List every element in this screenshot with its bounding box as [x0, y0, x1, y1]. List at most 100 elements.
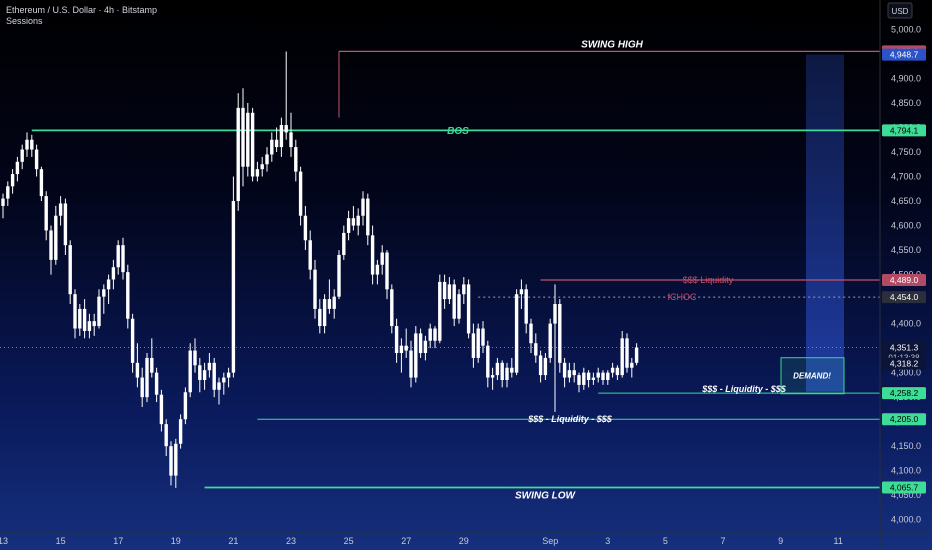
candle-body — [289, 132, 293, 148]
candle-body — [116, 245, 120, 268]
candle-body — [615, 367, 620, 376]
candle-body — [577, 375, 581, 385]
target-price-text: 4,948.7 — [890, 50, 919, 60]
sell-liquidity-price-tag: 4,205.0 — [882, 413, 926, 426]
candle-body — [164, 424, 168, 447]
demand-top-price-text: 4,318.2 — [890, 359, 919, 369]
bos-label: BOS — [447, 126, 469, 137]
candle-body — [505, 367, 509, 380]
candle-body — [529, 323, 533, 344]
candle-body — [476, 328, 480, 358]
swing-low-label: SWING LOW — [515, 491, 577, 502]
choc-price-text: 4,454.0 — [890, 292, 919, 302]
candle-body — [222, 377, 226, 383]
candle-body — [54, 215, 58, 260]
demand-label: DEMAND! — [793, 372, 831, 381]
liquidity-label: $$$ Liquidity — [683, 275, 734, 285]
candle-body — [318, 308, 322, 327]
bos-price-text: 4,794.1 — [890, 125, 919, 135]
candle-body — [351, 218, 356, 226]
candle-body — [10, 174, 15, 187]
candle-body — [274, 139, 279, 148]
candle-body — [82, 308, 87, 331]
candle-body — [553, 304, 557, 324]
candle-body — [250, 112, 255, 177]
sessions-indicator-label[interactable]: Sessions — [6, 16, 43, 26]
candle-body — [606, 372, 610, 380]
swing-high-label: SWING HIGH — [581, 39, 643, 50]
candle-body — [586, 372, 591, 380]
price-tick-label: 4,000.0 — [891, 515, 921, 525]
candle-body — [236, 107, 240, 202]
candle-body — [25, 139, 29, 150]
candles — [1, 51, 639, 488]
candle-body — [111, 267, 116, 280]
candle-body — [404, 345, 408, 351]
candle-body — [562, 362, 567, 378]
time-tick-label: 23 — [286, 536, 296, 546]
candle-body — [442, 281, 447, 300]
candle-body — [394, 326, 399, 354]
symbol-title[interactable]: Ethereum / U.S. Dollar · 4h · Bitstamp — [6, 5, 158, 15]
candle-body — [596, 372, 600, 378]
candle-body — [582, 372, 586, 385]
price-tick-label: 4,400.0 — [891, 319, 921, 329]
candle-body — [6, 186, 10, 199]
price-tick-label: 4,550.0 — [891, 245, 921, 255]
candle-body — [34, 149, 39, 170]
candle-body — [217, 382, 221, 390]
candle-body — [361, 198, 365, 216]
candle-body — [500, 362, 504, 380]
candle-body — [207, 362, 212, 371]
candle-body — [260, 164, 264, 170]
candle-body — [169, 446, 173, 476]
candle-body — [308, 240, 312, 270]
price-tick-label: 4,150.0 — [891, 441, 921, 451]
candle-body — [601, 372, 605, 380]
price-tick-label: 4,300.0 — [891, 368, 921, 378]
currency-badge[interactable]: USD — [887, 2, 913, 19]
candle-body — [212, 362, 216, 390]
candle-body — [543, 357, 548, 376]
price-tags: 4,955.24,948.74,794.14,489.04,454.04,351… — [882, 45, 926, 494]
candle-body — [294, 147, 298, 172]
candle-body — [135, 362, 140, 378]
liquidity-price-tag: 4,489.0 — [882, 273, 926, 286]
candle-body — [620, 338, 624, 376]
price-tick-label: 4,900.0 — [891, 73, 921, 83]
candle-body — [63, 203, 68, 246]
candle-body — [548, 323, 552, 358]
candle-body — [462, 284, 466, 295]
choc-label: fCHOC — [668, 292, 698, 302]
time-axis[interactable]: 13 15 17 19 21 23 25 27 29 Sep 3 5 7 9 11 — [0, 536, 843, 546]
time-tick-label: 15 — [56, 536, 66, 546]
candle-body — [92, 321, 96, 327]
time-tick-label: 9 — [778, 536, 783, 546]
candle-body — [183, 392, 188, 420]
sell-liquidity-label: $$$ - Liquidity - $$$ — [527, 414, 613, 424]
candle-body — [447, 284, 452, 300]
candle-body — [159, 394, 164, 425]
candle-body — [20, 149, 24, 162]
time-tick-label: 19 — [171, 536, 181, 546]
candle-body — [327, 299, 332, 309]
price-tick-label: 4,050.0 — [891, 490, 921, 500]
time-tick-label: 7 — [720, 536, 725, 546]
candle-body — [423, 340, 428, 354]
price-tick-label: 4,750.0 — [891, 147, 921, 157]
candle-body — [486, 345, 490, 378]
candle-body — [634, 347, 639, 363]
candle-body — [202, 370, 207, 380]
swing-low-price-tag: 4,065.7 — [882, 481, 926, 494]
price-tick-label: 4,700.0 — [891, 172, 921, 182]
price-tick-label: 4,100.0 — [891, 466, 921, 476]
demand-top-price-tag: 4,318.2 — [882, 357, 926, 370]
candle-body — [490, 375, 495, 378]
candle-body — [15, 161, 20, 175]
liquidity-price-text: 4,489.0 — [890, 275, 919, 285]
candle-body — [366, 198, 370, 236]
candle-body — [270, 139, 274, 155]
candle-body — [375, 264, 380, 275]
